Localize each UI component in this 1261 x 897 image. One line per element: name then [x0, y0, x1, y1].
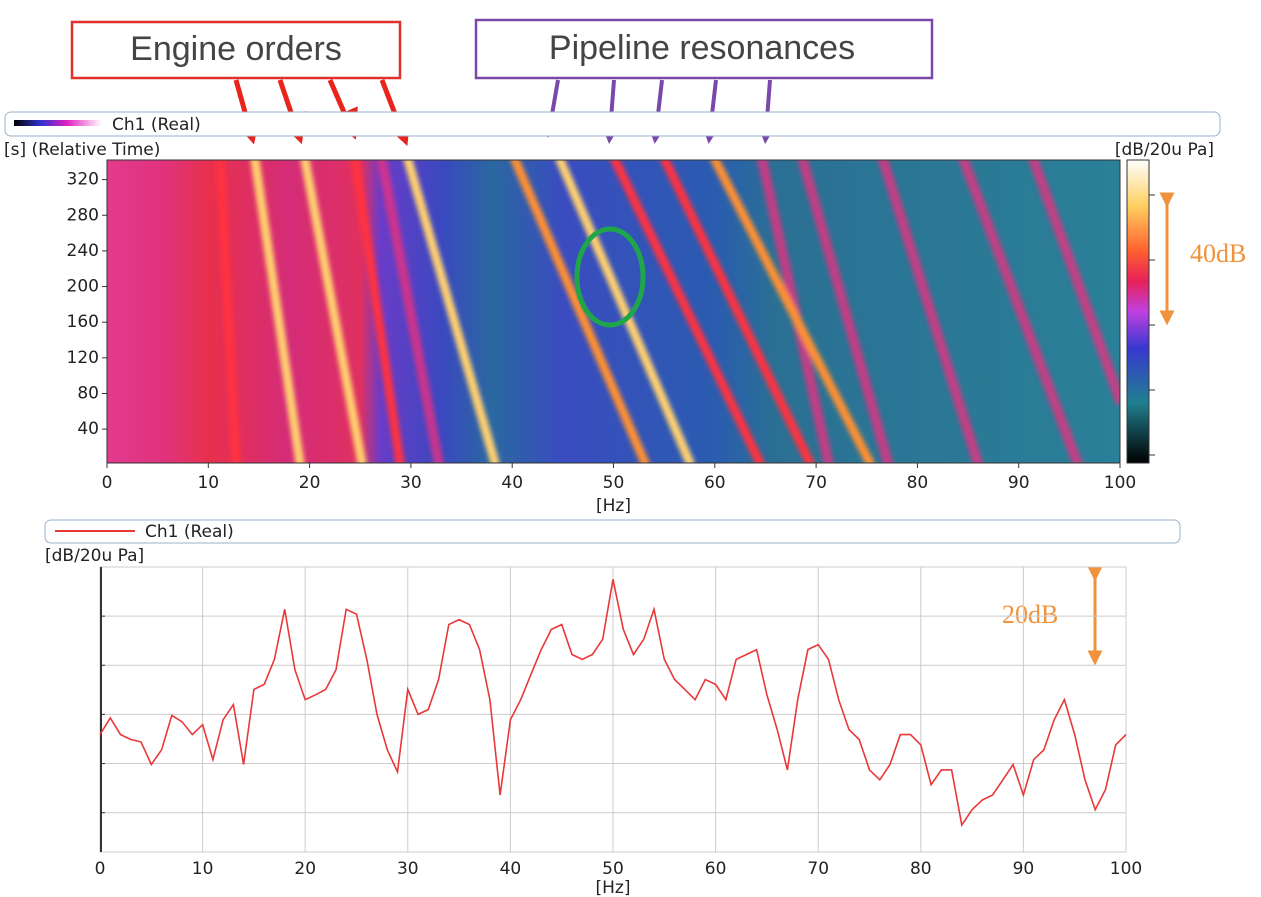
y-tick-label: 200: [67, 277, 99, 297]
annotation: Pipeline resonances: [549, 29, 855, 67]
y-axis-label: [dB/20u Pa]: [45, 546, 144, 566]
y-tick-label: 280: [67, 205, 99, 225]
annotation-box: [474, 18, 934, 80]
x-tick-label: 80: [910, 859, 932, 879]
x-tick-label: 50: [603, 473, 625, 493]
x-tick-label: 90: [1013, 859, 1035, 879]
x-tick-label: 30: [400, 473, 422, 493]
legend-label: Ch1 (Real): [145, 522, 234, 542]
x-tick-label: 30: [397, 859, 419, 879]
legend-box: [4, 111, 1221, 137]
colorbar-label: [dB/20u Pa]: [1115, 140, 1214, 160]
x-tick-label: 0: [102, 473, 113, 493]
y-axis-label: [s] (Relative Time): [4, 140, 160, 160]
annotation: 20dB: [1002, 600, 1058, 629]
x-tick-label: 10: [197, 473, 219, 493]
x-tick-label: 50: [602, 859, 624, 879]
x-tick-label: 10: [192, 859, 214, 879]
x-tick-label: 0: [95, 859, 106, 879]
x-tick-label: 80: [907, 473, 929, 493]
y-tick-label: 160: [67, 312, 99, 332]
x-tick-label: 40: [500, 859, 522, 879]
x-tick-label: 100: [1104, 473, 1136, 493]
x-tick-label: 90: [1008, 473, 1030, 493]
x-tick-label: 20: [299, 473, 321, 493]
annotation: 40dB: [1190, 239, 1246, 268]
line-series: [99, 579, 1127, 828]
x-tick-label: 40: [501, 473, 523, 493]
legend-label: Ch1 (Real): [112, 115, 201, 135]
spectrogram-image: [107, 160, 1120, 463]
colorbar-ticks: [1149, 194, 1155, 456]
x-tick-label: 70: [807, 859, 829, 879]
x-tick-label: 20: [294, 859, 316, 879]
annotation-box: [70, 20, 402, 80]
legend-box: [44, 519, 1181, 544]
annotation: Engine orders: [130, 30, 342, 68]
y-tick-label: 120: [67, 348, 99, 368]
y-tick-label: 240: [67, 241, 99, 261]
x-tick-label: 60: [704, 473, 726, 493]
x-axis-label: [Hz]: [596, 496, 631, 516]
y-tick-label: 40: [77, 419, 99, 439]
y-tick-label: 80: [77, 383, 99, 403]
x-axis-label: [Hz]: [596, 878, 631, 897]
y-tick-label: 320: [67, 170, 99, 190]
legend-swatch: [14, 120, 102, 126]
x-tick-label: 100: [1110, 859, 1142, 879]
colorbar: [1126, 159, 1150, 464]
x-tick-label: 60: [705, 859, 727, 879]
x-tick-label: 70: [805, 473, 827, 493]
